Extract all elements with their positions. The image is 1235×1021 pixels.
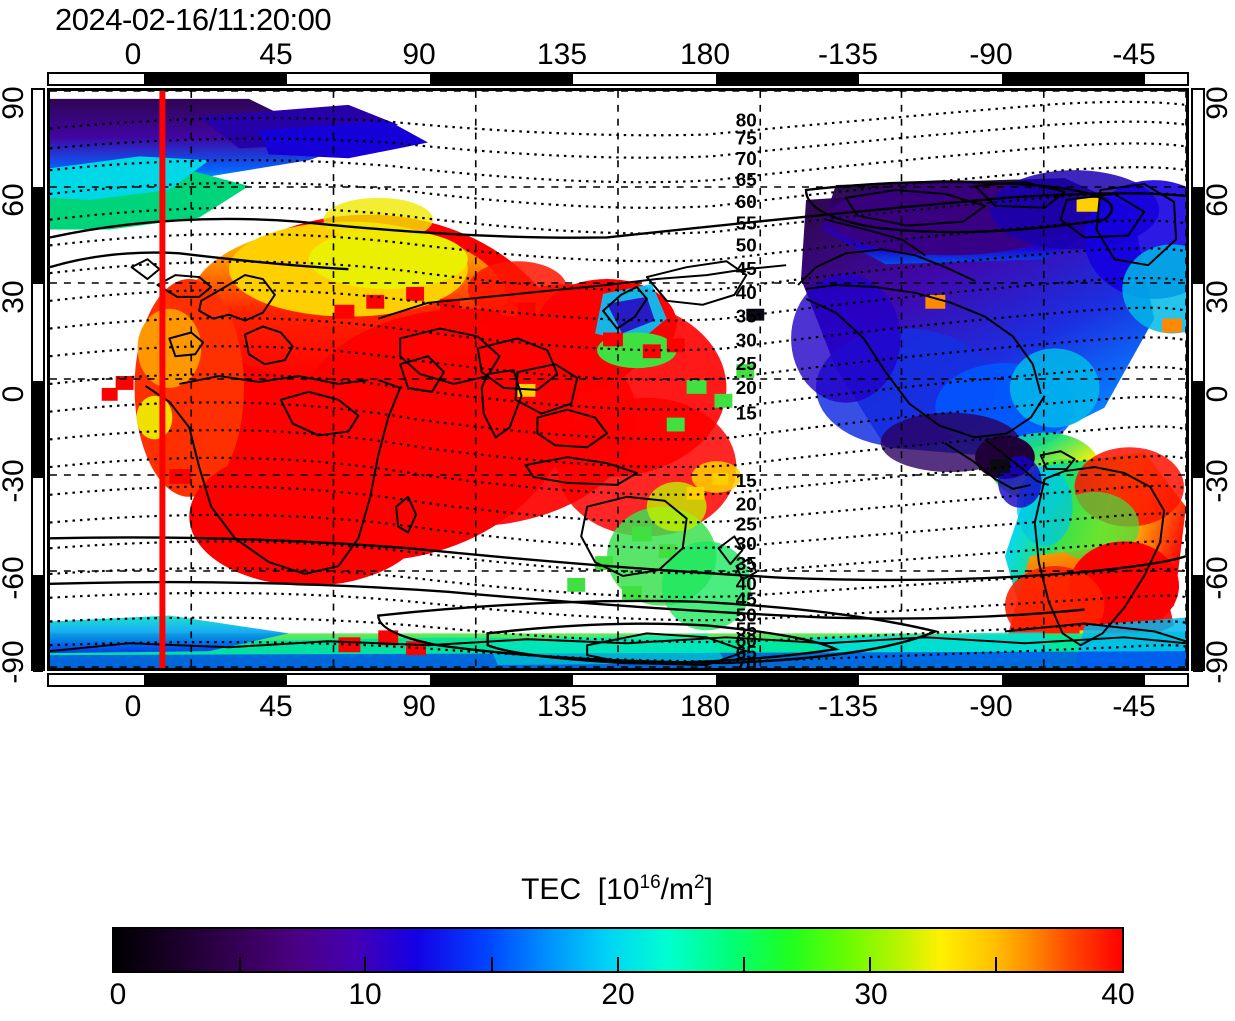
colorbar[interactable] [112, 927, 1124, 973]
xtick-bottom-7: -45 [1112, 690, 1156, 723]
maglat-labels: 80 75 70 65 60 55 50 45 40 35 30 25 20 1… [736, 110, 757, 668]
cbar-minor-tick-35 [995, 957, 997, 971]
xtick-bottom-0: 0 [124, 690, 142, 723]
svg-text:50: 50 [736, 234, 757, 255]
svg-text:35: 35 [736, 553, 757, 574]
ytick-left-3: 0 [0, 385, 30, 403]
axis-bar-bottom [47, 673, 1189, 687]
colorbar-title: TEC [1016/m2] [521, 872, 713, 907]
colorbar-units-pre: [10 [597, 873, 640, 906]
colorbar-units-close: ] [704, 873, 713, 906]
svg-text:80: 80 [736, 110, 757, 131]
cbar-tick-20 [617, 957, 619, 971]
svg-text:50: 50 [736, 605, 757, 626]
ytick-right-3: 0 [1201, 385, 1234, 403]
ytick-left-4: -30 [0, 459, 30, 503]
svg-text:65: 65 [736, 169, 757, 190]
xtick-top-2: 90 [402, 38, 436, 71]
colorbar-units-post: /m [660, 873, 694, 906]
cbar-minor-tick-25 [743, 957, 745, 971]
solid-field-contours [50, 180, 1186, 665]
xtick-bottom-3: 135 [536, 690, 588, 723]
ytick-right-6: -90 [1201, 640, 1234, 684]
cbar-label-20: 20 [601, 978, 635, 1011]
svg-text:70: 70 [736, 654, 757, 668]
svg-text:60: 60 [736, 191, 757, 212]
cbar-tick-10 [364, 957, 366, 971]
colorbar-units-exponent2: 2 [693, 872, 705, 893]
ytick-right-5: -60 [1201, 556, 1234, 600]
xtick-top-4: 180 [679, 38, 731, 71]
svg-text:15: 15 [736, 470, 757, 491]
axis-bar-left [31, 88, 45, 672]
svg-text:25: 25 [736, 353, 757, 374]
svg-text:40: 40 [736, 573, 757, 594]
xtick-bottom-2: 90 [402, 690, 436, 723]
xtick-top-5: -135 [817, 38, 879, 71]
tec-pixel-blocks-dark [746, 308, 1010, 474]
tec-pixel-blocks-yellow [517, 197, 1099, 500]
cbar-minor-tick-5 [239, 957, 241, 971]
xtick-top-6: -90 [969, 38, 1013, 71]
cbar-label-40: 40 [1101, 978, 1135, 1011]
svg-text:35: 35 [736, 306, 757, 327]
xtick-bottom-5: -135 [817, 690, 879, 723]
tec-pixel-blocks-green [567, 364, 755, 600]
svg-text:55: 55 [736, 213, 757, 234]
axis-bar-right [1191, 88, 1205, 672]
axis-bar-top [47, 72, 1189, 86]
xtick-top-7: -45 [1112, 38, 1156, 71]
svg-text:75: 75 [736, 127, 757, 148]
ytick-left-1: 60 [0, 183, 30, 217]
svg-text:45: 45 [736, 589, 757, 610]
cbar-label-0: 0 [109, 978, 127, 1011]
colorbar-units-exponent: 16 [639, 872, 661, 893]
xtick-bottom-4: 180 [679, 690, 731, 723]
xtick-bottom-1: 45 [259, 690, 293, 723]
colorbar-title-main: TEC [521, 873, 582, 906]
svg-text:30: 30 [736, 329, 757, 350]
tec-map-plot[interactable]: 80 75 70 65 60 55 50 45 40 35 30 25 20 1… [47, 88, 1189, 671]
cbar-minor-tick-15 [491, 957, 493, 971]
page-title: 2024-02-16/11:20:00 [55, 2, 332, 37]
svg-text:20: 20 [736, 494, 757, 515]
cbar-label-30: 30 [854, 978, 888, 1011]
svg-text:55: 55 [736, 618, 757, 639]
xtick-bottom-6: -90 [969, 690, 1013, 723]
svg-text:20: 20 [736, 377, 757, 398]
ytick-left-6: -90 [0, 640, 30, 684]
svg-text:65: 65 [736, 642, 757, 663]
ytick-right-0: 90 [1201, 86, 1234, 120]
ytick-left-5: -60 [0, 556, 30, 600]
svg-text:30: 30 [736, 533, 757, 554]
cbar-label-10: 10 [348, 978, 382, 1011]
ytick-left-0: 90 [0, 86, 30, 120]
svg-text:70: 70 [736, 148, 757, 169]
xtick-top-3: 135 [536, 38, 588, 71]
ytick-right-1: 60 [1201, 183, 1234, 217]
ytick-left-2: 30 [0, 280, 30, 314]
xtick-top-1: 45 [259, 38, 293, 71]
tec-field-layer: 80 75 70 65 60 55 50 45 40 35 30 25 20 1… [50, 91, 1186, 668]
maglat-contours [50, 100, 1186, 663]
svg-text:15: 15 [736, 403, 757, 424]
ytick-right-2: 30 [1201, 280, 1234, 314]
svg-text:60: 60 [736, 630, 757, 651]
svg-text:25: 25 [736, 513, 757, 534]
coastlines [50, 181, 1186, 667]
ytick-right-4: -30 [1201, 459, 1234, 503]
svg-text:45: 45 [736, 258, 757, 279]
tec-pixel-blocks-orange [925, 294, 1183, 333]
tec-pixel-blocks [101, 286, 685, 656]
map-canvas: 80 75 70 65 60 55 50 45 40 35 30 25 20 1… [50, 91, 1186, 668]
xtick-top-0: 0 [124, 38, 142, 71]
cbar-tick-30 [869, 957, 871, 971]
svg-text:40: 40 [736, 282, 757, 303]
